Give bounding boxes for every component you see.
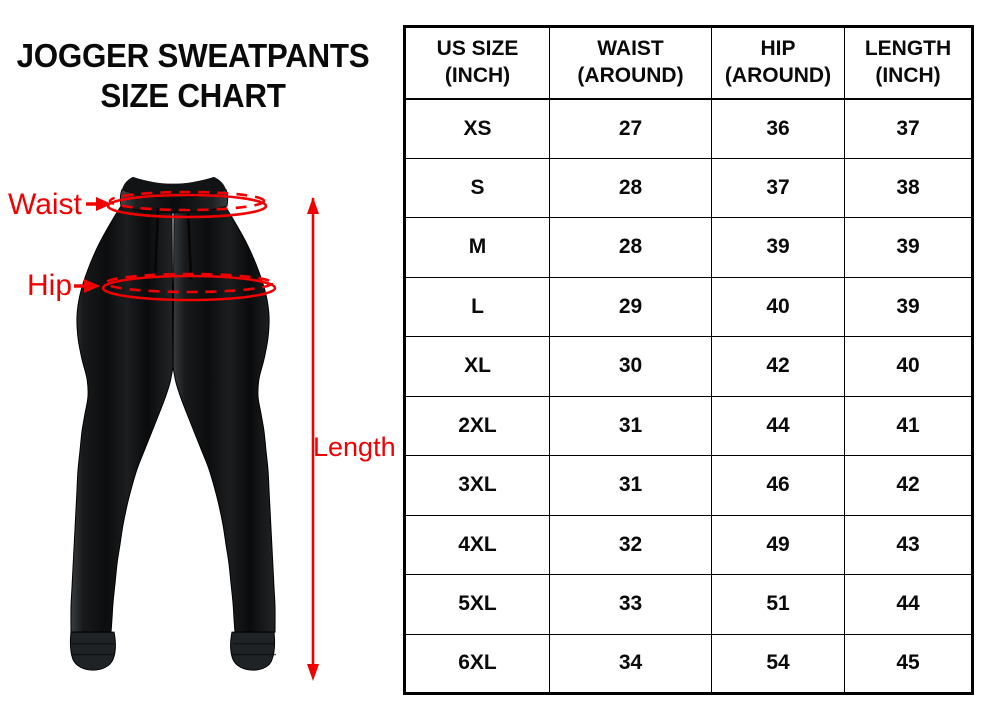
svg-text:Hip: Hip bbox=[27, 269, 72, 302]
svg-text:Length: Length bbox=[313, 432, 396, 462]
svg-text:Waist: Waist bbox=[8, 188, 83, 221]
